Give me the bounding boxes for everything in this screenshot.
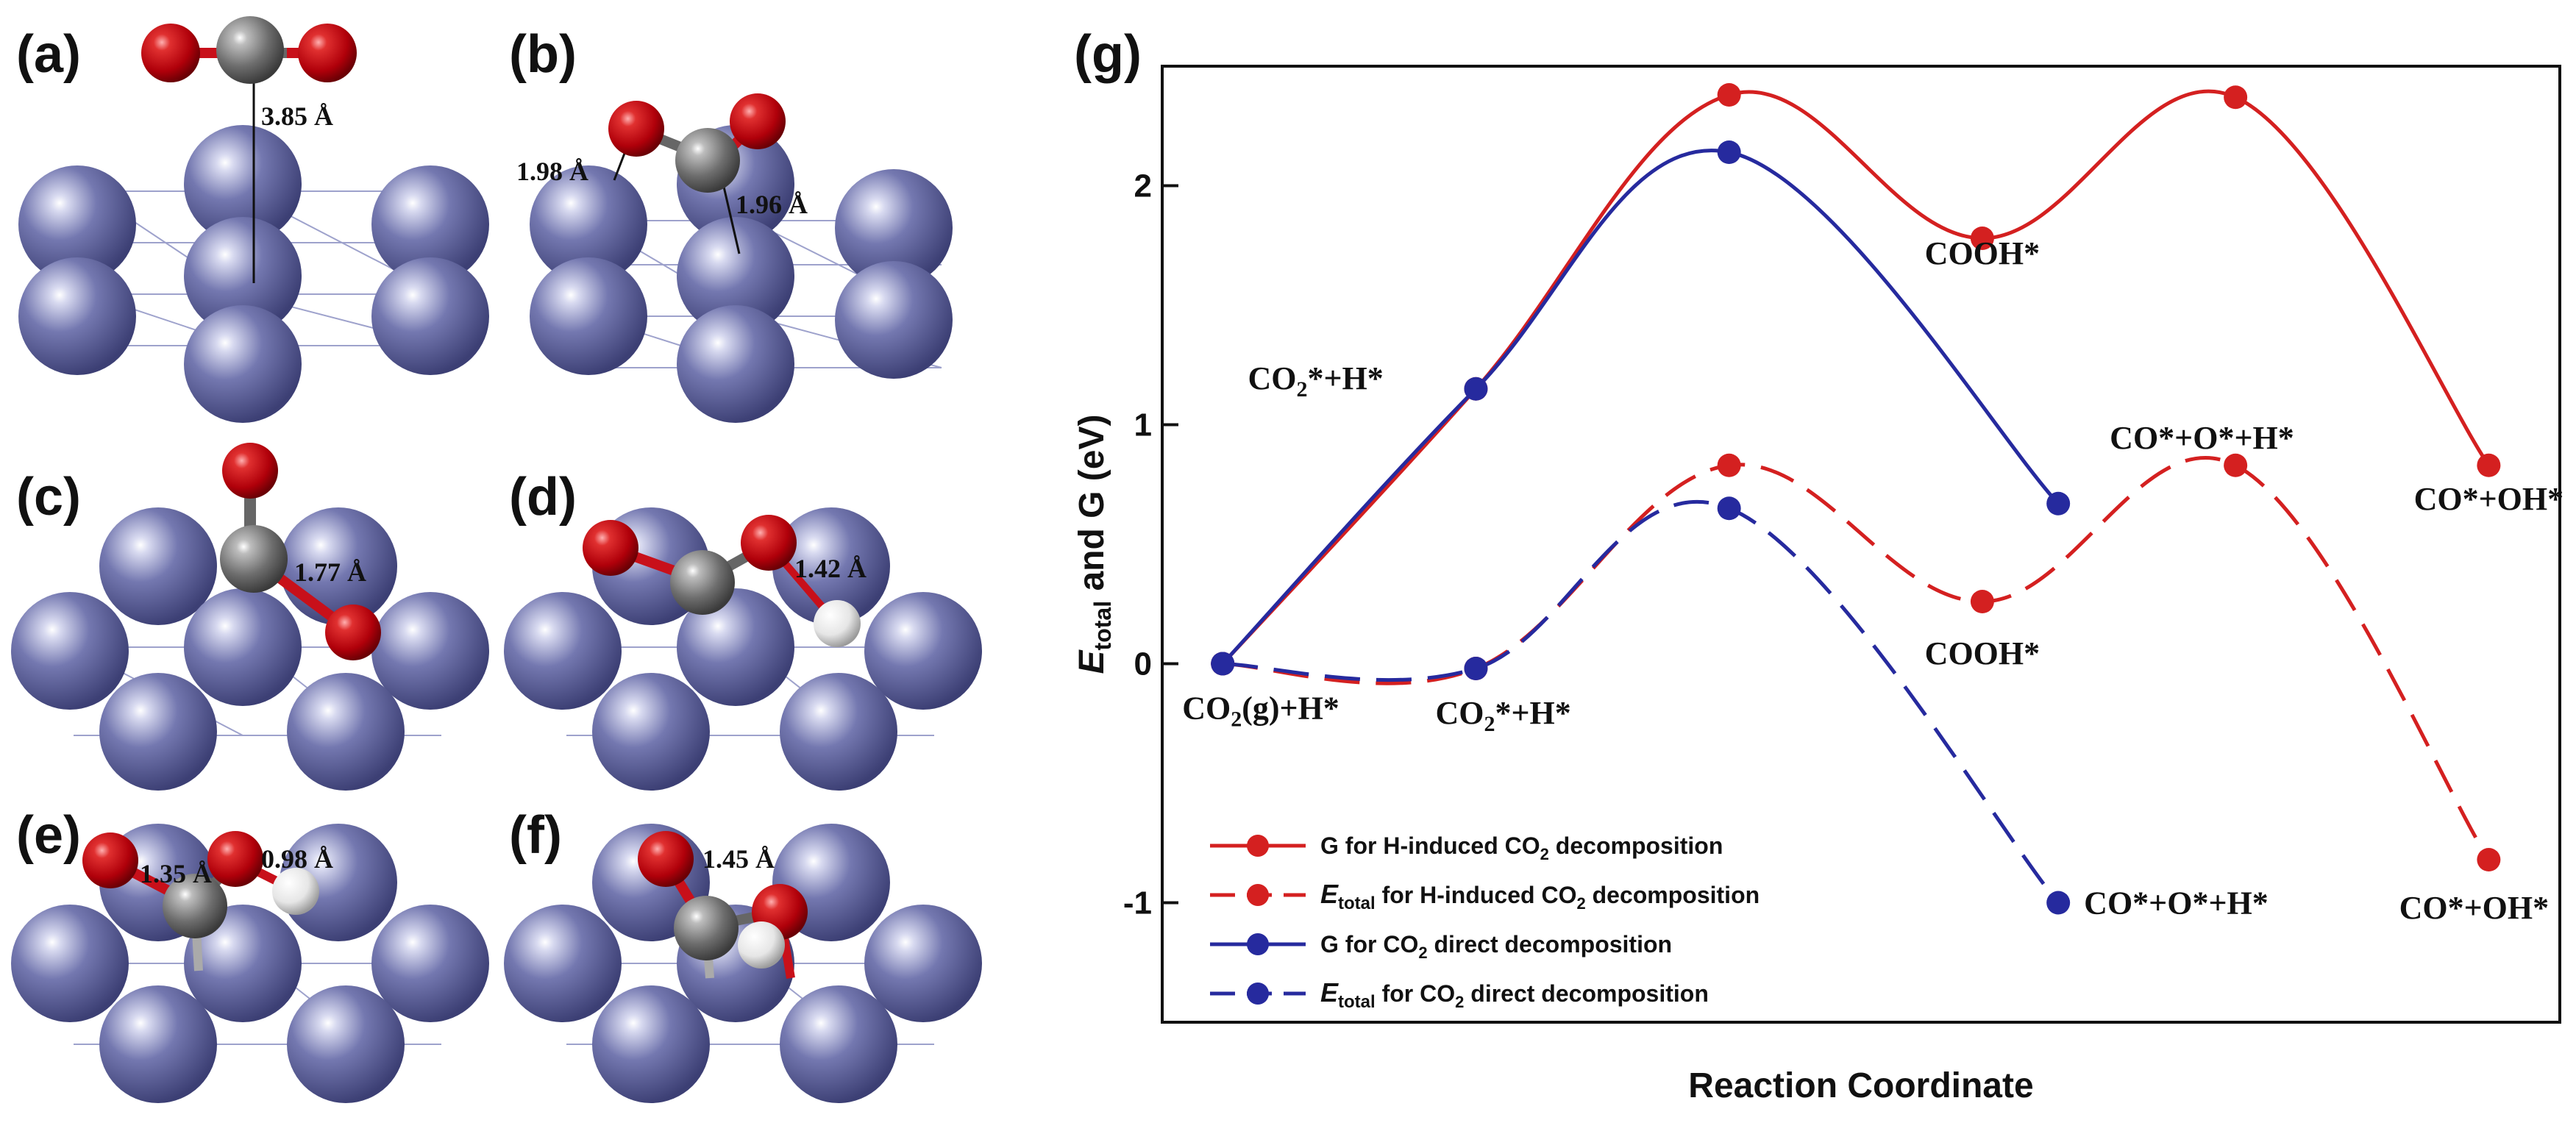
energy-profile-chart: -1 0 1 2 CO2*+H* COOH* CO*+O*+H* CO*+OH* CO2(g)… (1072, 65, 2563, 1105)
legend-label: Etotal for CO2 direct decomposition (1320, 977, 1709, 1012)
panel-a-structure: 3.85 Å (18, 16, 489, 423)
legend-label: G for CO2 direct decomposition (1320, 931, 1672, 962)
state-label: COOH* (1925, 635, 2040, 671)
state-label: COOH* (1925, 235, 2040, 271)
data-point (2224, 85, 2248, 110)
distance-label-c: 1.77 Å (294, 557, 366, 587)
metal-atoms-d (504, 507, 982, 791)
data-point (2477, 848, 2501, 871)
series-line-3 (1221, 149, 2060, 666)
panel-c-structure: 1.77 Å (11, 443, 489, 791)
y-tick-label: 2 (1134, 168, 1152, 204)
data-point (1464, 377, 1488, 401)
distance-label-b-right: 1.96 Å (736, 190, 808, 219)
panel-letter-c: (c) (16, 468, 81, 527)
data-point (1970, 590, 1994, 613)
distance-label-e-left: 1.35 Å (140, 859, 212, 888)
state-label: CO*+O*+H* (2084, 885, 2269, 921)
metal-atoms-a (18, 125, 489, 423)
data-point (1464, 657, 1488, 680)
panel-b-structure: 1.98 Å 1.96 Å (516, 93, 953, 423)
y-tick-label: -1 (1123, 885, 1152, 921)
legend-marker (1247, 884, 1269, 906)
state-annotations: CO2*+H* COOH* CO*+O*+H* CO*+OH* CO2(g)+H* CO2… (1182, 235, 2563, 926)
panel-letter-f: (f) (509, 806, 562, 865)
legend-label: G for H-induced CO2 decomposition (1320, 832, 1723, 863)
data-point (2477, 453, 2501, 477)
panel-f-structure: 1.45 Å (504, 824, 982, 1103)
data-point (2046, 891, 2071, 915)
data-point (1970, 227, 1994, 250)
legend-marker (1247, 983, 1269, 1005)
series-lines (1221, 89, 2491, 905)
state-label: CO2*+H* (1435, 695, 1570, 736)
legend-marker (1247, 835, 1269, 857)
data-point (1211, 652, 1235, 676)
legend: G for H-induced CO2 decomposition Etotal … (1210, 832, 1760, 1012)
legend-marker (1247, 933, 1269, 955)
y-ticks: -1 0 1 2 (1123, 168, 1178, 921)
metal-atoms-c (11, 507, 489, 791)
data-point (2224, 453, 2248, 477)
state-label: CO*+O*+H* (2110, 420, 2294, 456)
distance-label-a: 3.85 Å (261, 101, 333, 131)
series-line-4 (1223, 500, 2060, 905)
metal-atoms-b (530, 125, 953, 423)
panel-d-structure: 1.42 Å (504, 507, 982, 791)
x-axis-title: Reaction Coordinate (1688, 1066, 2033, 1105)
data-point (1717, 453, 1741, 477)
y-tick-label: 1 (1134, 407, 1152, 443)
data-point (1717, 83, 1741, 107)
distance-label-d: 1.42 Å (794, 554, 867, 583)
panel-letter-e: (e) (16, 806, 81, 865)
state-label: CO2(g)+H* (1182, 691, 1339, 732)
panel-letter-a: (a) (16, 25, 81, 84)
data-point (1717, 496, 1741, 521)
panel-e-structure: 1.35 Å 0.98 Å (11, 824, 489, 1103)
distance-label-e-right: 0.98 Å (261, 844, 333, 874)
distance-label-f: 1.45 Å (702, 844, 775, 874)
y-axis-title: Etotal and G (eV) (1072, 415, 1116, 674)
state-label: CO*+OH* (2399, 890, 2550, 926)
series-line-2 (1223, 456, 2491, 861)
panel-letter-g: (g) (1074, 25, 1142, 84)
panel-letter-b: (b) (509, 25, 577, 84)
state-label: CO2*+H* (1248, 360, 1383, 402)
data-point (2046, 491, 2071, 516)
panel-letter-d: (d) (509, 468, 577, 527)
plot-frame (1161, 65, 2561, 1024)
legend-label: Etotal for H-induced CO2 decomposition (1320, 879, 1760, 913)
state-label: CO*+OH* (2414, 481, 2564, 517)
series-line-1 (1221, 89, 2491, 666)
data-point (1717, 140, 1741, 164)
y-tick-label: 0 (1134, 646, 1152, 682)
series-markers (1211, 83, 2501, 915)
distance-label-b-left: 1.98 Å (516, 157, 588, 186)
